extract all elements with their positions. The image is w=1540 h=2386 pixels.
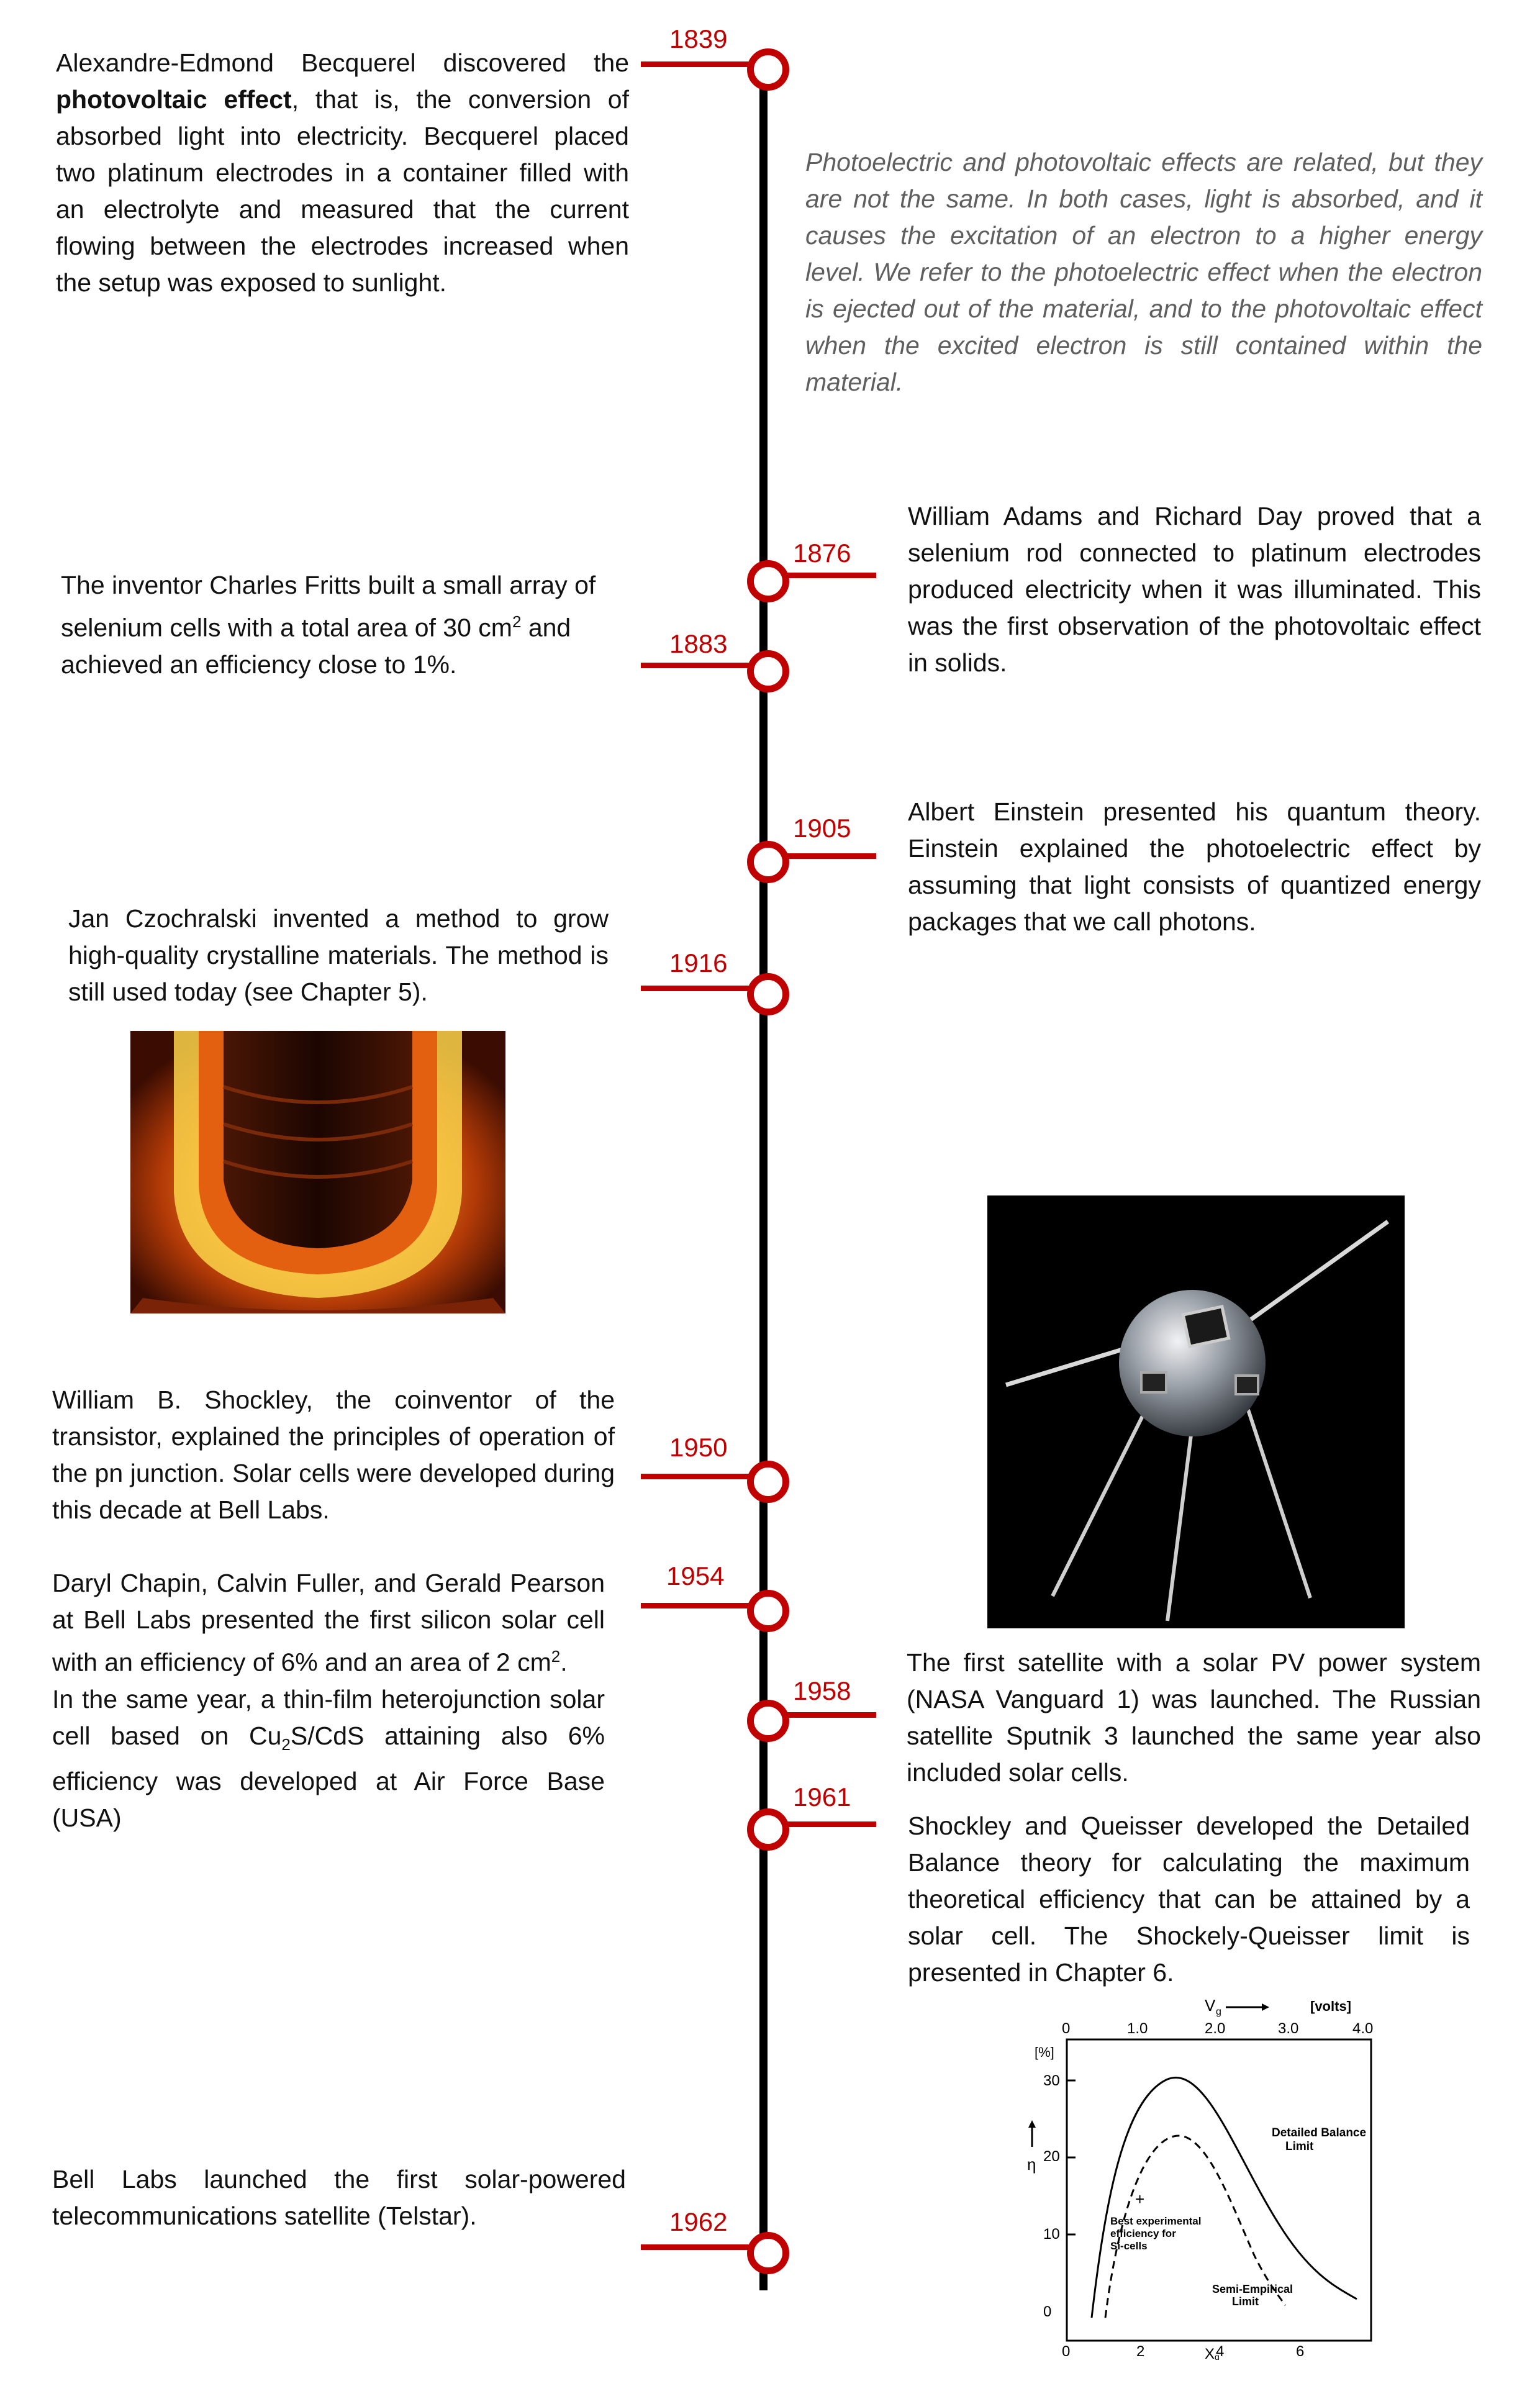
- top-axis-label: V: [1205, 1996, 1216, 2015]
- event-1954-text: Daryl Chapin, Calvin Fuller, and Gerald …: [52, 1565, 605, 1836]
- x-axis-label: X: [1205, 2346, 1215, 2360]
- top-axis-arrowhead: [1262, 2003, 1269, 2011]
- superscript-2: 2: [512, 612, 522, 631]
- tick-1950: [641, 1474, 765, 1479]
- tick-1876: [764, 573, 876, 578]
- node-1954: [747, 1590, 789, 1632]
- year-1950: 1950: [669, 1433, 728, 1462]
- x-axis-sub: g: [1215, 2352, 1220, 2360]
- event-1954-para-2: In the same year, a thin-film heterojunc…: [52, 1681, 605, 1836]
- event-1839-text-a: Alexandre-Edmond Becquerel discovered th…: [56, 48, 629, 77]
- detailed-balance-curve: [1090, 2077, 1357, 2318]
- x-tick-4: 4: [1216, 2343, 1224, 2360]
- top-axis-sub: g: [1216, 2007, 1221, 2017]
- tick-1905: [764, 853, 876, 859]
- event-1905-text: Albert Einstein presented his quantum th…: [908, 797, 1481, 936]
- y-tick-20: 20: [1043, 2148, 1060, 2165]
- event-1876-text: William Adams and Richard Day proved tha…: [908, 502, 1481, 677]
- x-tick-6: 6: [1296, 2343, 1304, 2360]
- event-1954-text-c: In the same year, a thin-film heterojunc…: [52, 1684, 605, 1750]
- top-tick-2: 2.0: [1205, 2020, 1225, 2037]
- event-1954-text-a: Daryl Chapin, Calvin Fuller, and Gerald …: [52, 1569, 605, 1677]
- intro-note: Photoelectric and photovoltaic effects a…: [805, 148, 1482, 396]
- timeline-axis: [759, 53, 768, 2290]
- node-1962: [747, 2232, 789, 2274]
- event-1883-text: The inventor Charles Fritts built a smal…: [61, 567, 627, 683]
- y-tick-0: 0: [1043, 2303, 1051, 2320]
- event-1916-text: Jan Czochralski invented a method to gro…: [68, 904, 609, 1006]
- event-1961-text: Shockley and Queisser developed the Deta…: [908, 1812, 1470, 1987]
- x-tick-2: 2: [1136, 2343, 1144, 2360]
- top-tick-0: 0: [1062, 2020, 1070, 2037]
- event-1954-para-1: Daryl Chapin, Calvin Fuller, and Gerald …: [52, 1565, 605, 1681]
- best-experimental-label-2: efficiency for: [1110, 2228, 1176, 2239]
- event-1954-text-d: S/CdS attaining also 6% efficiency was d…: [52, 1721, 605, 1832]
- year-1905: 1905: [793, 814, 851, 843]
- event-1954-text-b: .: [560, 1648, 568, 1677]
- best-experimental-label-3: Si-cells: [1110, 2240, 1148, 2252]
- sq-limit-graph: V g [volts] 0 1.0 2.0 3.0 4.0 [%] 30 20 …: [1027, 1996, 1373, 2360]
- tick-1954: [641, 1603, 765, 1608]
- semi-empirical-label-2: Limit: [1232, 2295, 1259, 2308]
- crystal-photo-drawing: [130, 1031, 505, 1313]
- event-1962-text: Bell Labs launched the first solar-power…: [52, 2165, 626, 2230]
- node-1839: [747, 48, 789, 91]
- superscript-2: 2: [551, 1647, 561, 1666]
- node-1883: [747, 650, 789, 692]
- node-1916: [747, 973, 789, 1015]
- y-tick-30: 30: [1043, 2072, 1060, 2089]
- y-axis-arrowhead: [1028, 2120, 1036, 2128]
- top-tick-1: 1.0: [1127, 2020, 1148, 2037]
- year-1876: 1876: [793, 538, 851, 568]
- top-axis-unit: [volts]: [1310, 1998, 1351, 2014]
- tick-1839: [641, 61, 765, 67]
- year-1883: 1883: [669, 629, 728, 658]
- event-1950-text: William B. Shockley, the coinventor of t…: [52, 1386, 615, 1524]
- year-1954: 1954: [666, 1561, 725, 1590]
- node-1950: [747, 1461, 789, 1503]
- detailed-balance-label-1: Detailed Balance: [1272, 2126, 1366, 2139]
- satellite-photo-drawing: [987, 1195, 1405, 1628]
- year-1962: 1962: [669, 2207, 728, 2236]
- year-1958: 1958: [793, 1676, 851, 1705]
- node-1961: [747, 1808, 789, 1851]
- tick-1961: [764, 1821, 876, 1827]
- tick-1962: [641, 2244, 765, 2250]
- tick-1916: [641, 986, 765, 991]
- detailed-balance-label-2: Limit: [1285, 2140, 1314, 2153]
- semi-empirical-label-1: Semi-Empirical: [1212, 2283, 1293, 2295]
- event-1883-text-b: and achieved an efficiency close to 1%.: [61, 613, 571, 679]
- node-1958: [747, 1700, 789, 1742]
- subscript-2: 2: [281, 1735, 291, 1754]
- node-1905: [747, 841, 789, 883]
- tick-1883: [641, 663, 765, 668]
- y-axis-symbol: η: [1027, 2155, 1036, 2174]
- graph-frame: [1066, 2038, 1372, 2342]
- event-1958-text: The first satellite with a solar PV powe…: [907, 1648, 1481, 1787]
- node-1876: [747, 560, 789, 602]
- tick-1958: [764, 1712, 876, 1718]
- event-1883-text-a: The inventor Charles Fritts built a smal…: [61, 571, 596, 642]
- photovoltaic-effect-term: photovoltaic effect: [56, 85, 292, 114]
- year-1961: 1961: [793, 1782, 851, 1812]
- vanguard-satellite-photo: [987, 1195, 1405, 1628]
- event-1839-text: Alexandre-Edmond Becquerel discovered th…: [56, 45, 629, 301]
- top-tick-3: 3.0: [1278, 2020, 1298, 2037]
- best-experimental-plus: +: [1135, 2190, 1144, 2208]
- y-axis-unit: [%]: [1035, 2044, 1054, 2060]
- czochralski-crystal-photo: [130, 1031, 505, 1313]
- x-tick-0: 0: [1062, 2343, 1070, 2360]
- top-tick-4: 4.0: [1352, 2020, 1373, 2037]
- y-tick-10: 10: [1043, 2226, 1060, 2243]
- event-1839-text-b: , that is, the conversion of absorbed li…: [56, 85, 629, 297]
- year-1916: 1916: [669, 948, 728, 978]
- shockley-queisser-graph: V g [volts] 0 1.0 2.0 3.0 4.0 [%] 30 20 …: [1018, 1995, 1379, 2360]
- year-1839: 1839: [669, 24, 728, 53]
- best-experimental-label-1: Best experimental: [1110, 2215, 1201, 2227]
